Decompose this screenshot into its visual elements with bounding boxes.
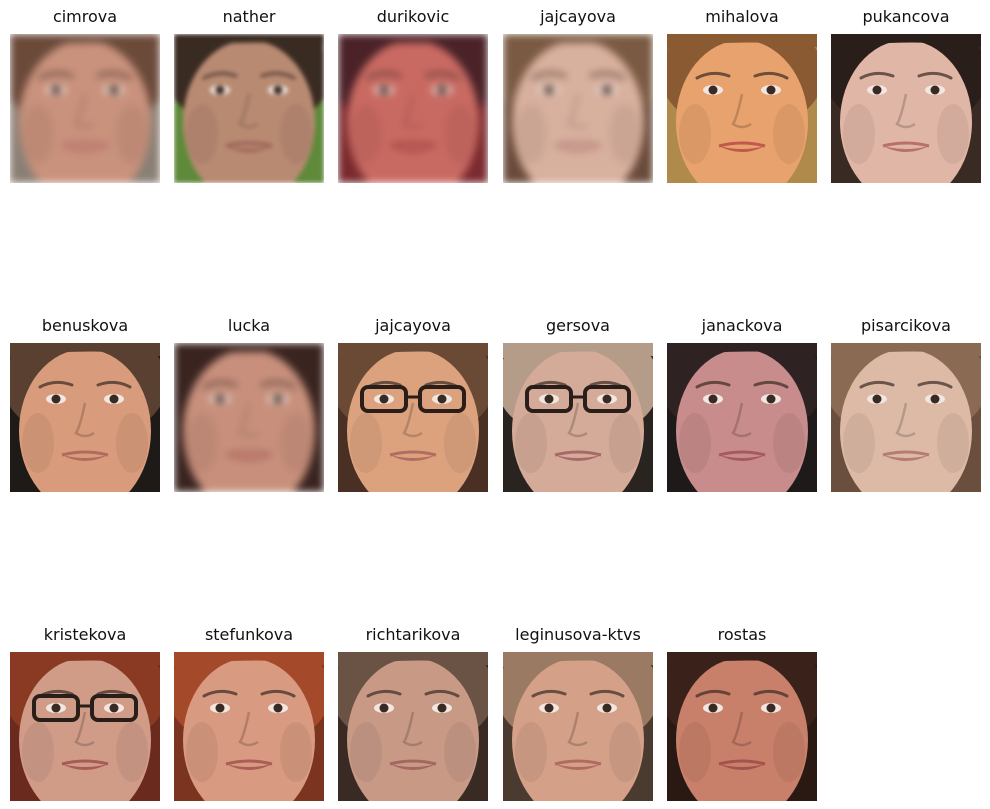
face-label: mihalova <box>705 7 779 26</box>
face-label: nather <box>222 7 276 26</box>
face-label: kristekova <box>43 625 127 644</box>
face-label: durikovic <box>376 7 450 26</box>
face-label: jajcayova <box>540 7 616 26</box>
face-photo <box>831 34 981 183</box>
face-photo <box>503 34 653 183</box>
face-label: benuskova <box>41 316 129 335</box>
face-photo <box>338 652 488 801</box>
face-label: cimrova <box>52 7 118 26</box>
face-photo <box>503 652 653 801</box>
face-photo <box>338 34 488 183</box>
face-label: janackova <box>701 316 783 335</box>
face-photo <box>667 343 817 492</box>
face-photo <box>831 343 981 492</box>
face-photo <box>338 343 488 492</box>
face-photo <box>174 652 324 801</box>
face-photo <box>503 343 653 492</box>
face-label: richtarikova <box>365 625 461 644</box>
face-photo <box>10 652 160 801</box>
face-photo <box>10 343 160 492</box>
face-photo <box>667 34 817 183</box>
face-photo <box>174 343 324 492</box>
face-label: pukancova <box>862 7 950 26</box>
face-label: jajcayova <box>375 316 451 335</box>
face-label: stefunkova <box>204 625 294 644</box>
face-label: pisarcikova <box>861 316 951 335</box>
face-label: leginusova-ktvs <box>515 625 641 644</box>
face-photo <box>174 34 324 183</box>
face-label: rostas <box>717 625 767 644</box>
face-label: gersova <box>546 316 610 335</box>
face-photo <box>667 652 817 801</box>
face-label: lucka <box>227 316 271 335</box>
face-photo <box>10 34 160 183</box>
